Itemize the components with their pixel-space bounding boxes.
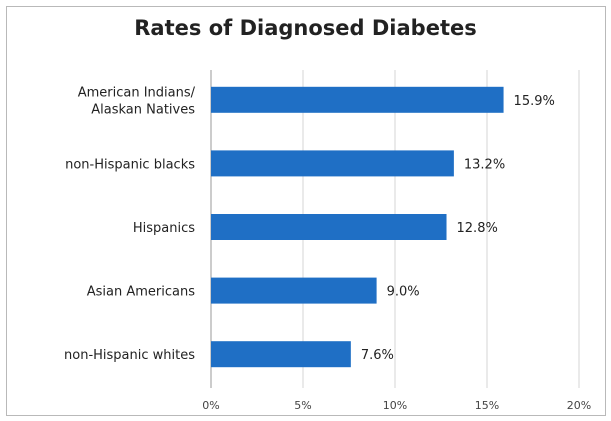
data-label: 13.2%: [464, 157, 505, 172]
x-tick-label: 10%: [383, 399, 407, 412]
x-tick-label: 15%: [475, 399, 499, 412]
category-label: American Indians/Alaskan Natives: [78, 85, 196, 117]
category-label: Hispanics: [133, 221, 195, 236]
x-tick-label: 0%: [202, 399, 219, 412]
bar: [211, 277, 377, 304]
bar: [211, 86, 504, 113]
data-label: 9.0%: [387, 285, 420, 300]
chart-title: Rates of Diagnosed Diabetes: [134, 16, 477, 40]
bar: [211, 341, 351, 368]
data-label: 15.9%: [514, 94, 555, 109]
x-tick-label: 5%: [294, 399, 311, 412]
data-label: 7.6%: [361, 348, 394, 363]
category-label: non-Hispanic blacks: [65, 157, 195, 172]
x-tick-label: 20%: [567, 399, 591, 412]
data-label: 12.8%: [457, 221, 498, 236]
bar: [211, 214, 447, 240]
bar: [211, 150, 454, 177]
category-label: non-Hispanic whites: [64, 348, 195, 363]
category-label: Asian Americans: [87, 285, 195, 300]
